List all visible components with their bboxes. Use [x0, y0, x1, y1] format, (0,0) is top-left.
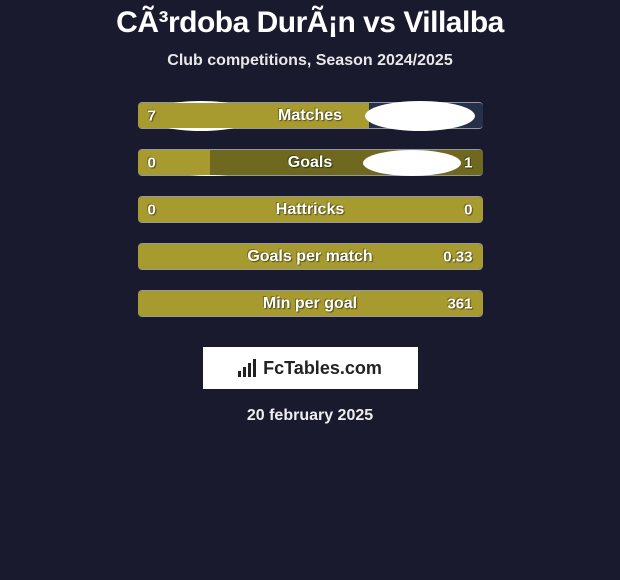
- stat-value-right: 361: [447, 295, 472, 312]
- stat-value-right: 1: [464, 154, 472, 171]
- bars-icon: [238, 359, 258, 377]
- footer-logo: FcTables.com: [203, 347, 418, 389]
- stat-label: Matches: [278, 107, 342, 125]
- stat-bar: Goals per match 0.33: [138, 243, 483, 270]
- stat-row: 0 Hattricks 0: [138, 196, 483, 223]
- stat-bar: Min per goal 361: [138, 290, 483, 317]
- stat-value-left: 0: [148, 154, 156, 171]
- placeholder-ellipse-right: [363, 150, 461, 176]
- stat-value-left: 7: [148, 107, 156, 124]
- stat-value-left: 0: [148, 201, 156, 218]
- stat-row: 7Matches3: [138, 102, 483, 129]
- stat-row: 0 Goals 1: [138, 149, 483, 176]
- footer-brand-text: FcTables.com: [263, 358, 382, 379]
- stat-bar: 0 Hattricks 0: [138, 196, 483, 223]
- date-text: 20 february 2025: [247, 407, 373, 425]
- stat-value-right: 0: [464, 201, 472, 218]
- page-subtitle: Club competitions, Season 2024/2025: [167, 52, 452, 70]
- stat-label: Hattricks: [276, 201, 344, 219]
- stats-rows: 7Matches30Goals10Hattricks0Goals per mat…: [138, 102, 483, 337]
- stat-row: Goals per match 0.33: [138, 243, 483, 270]
- page-title: CÃ³rdoba DurÃ¡n vs Villalba: [116, 6, 504, 40]
- stat-value-right: 0.33: [443, 248, 472, 265]
- placeholder-ellipse-right: [365, 101, 475, 131]
- stat-label: Min per goal: [263, 295, 357, 313]
- stat-label: Goals per match: [247, 248, 372, 266]
- stat-row: Min per goal 361: [138, 290, 483, 317]
- stat-label: Goals: [288, 154, 332, 172]
